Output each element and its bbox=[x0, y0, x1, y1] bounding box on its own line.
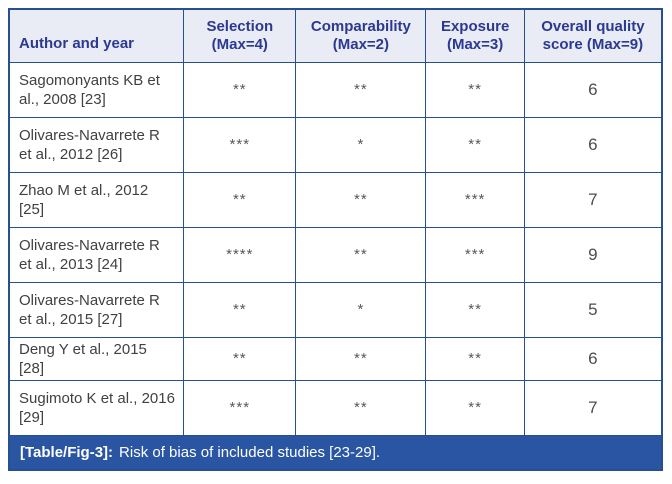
table-row: Olivares-Navarrete R et al., 2012 [26] *… bbox=[10, 116, 661, 173]
risk-of-bias-table: Author and year Selection (Max=4) Compar… bbox=[10, 10, 661, 436]
score-cell: 5 bbox=[523, 281, 661, 338]
header-comparability: Comparability (Max=2) bbox=[295, 10, 427, 63]
selection-cell: *** bbox=[183, 116, 297, 173]
table-row: Zhao M et al., 2012 [25] ** ** *** 7 bbox=[10, 171, 661, 228]
comparability-cell: ** bbox=[295, 226, 427, 283]
header-overall-quality-score: Overall quality score (Max=9) bbox=[523, 10, 661, 63]
selection-cell: ** bbox=[183, 61, 297, 118]
score-cell: 7 bbox=[523, 171, 661, 228]
score-cell: 6 bbox=[523, 61, 661, 118]
caption-label: [Table/Fig-3]: bbox=[20, 443, 114, 461]
table-caption: [Table/Fig-3]: Risk of bias of included … bbox=[10, 435, 661, 469]
table-row: Deng Y et al., 2015 [28] ** ** ** 6 bbox=[10, 336, 661, 381]
author-cell: Zhao M et al., 2012 [25] bbox=[10, 171, 185, 228]
selection-cell: ** bbox=[183, 336, 297, 381]
selection-cell: ** bbox=[183, 171, 297, 228]
comparability-cell: ** bbox=[295, 171, 427, 228]
exposure-cell: *** bbox=[425, 226, 525, 283]
risk-of-bias-table-figure: Author and year Selection (Max=4) Compar… bbox=[8, 8, 663, 471]
author-cell: Sugimoto K et al., 2016 [29] bbox=[10, 379, 185, 436]
author-cell: Deng Y et al., 2015 [28] bbox=[10, 336, 185, 381]
author-cell: Olivares-Navarrete R et al., 2015 [27] bbox=[10, 281, 185, 338]
header-exposure: Exposure (Max=3) bbox=[425, 10, 525, 63]
table-row: Sagomonyants KB et al., 2008 [23] ** ** … bbox=[10, 61, 661, 118]
comparability-cell: ** bbox=[295, 61, 427, 118]
author-cell: Olivares-Navarrete R et al., 2013 [24] bbox=[10, 226, 185, 283]
header-author-and-year: Author and year bbox=[10, 10, 185, 63]
score-cell: 6 bbox=[523, 116, 661, 173]
author-cell: Olivares-Navarrete R et al., 2012 [26] bbox=[10, 116, 185, 173]
comparability-cell: * bbox=[295, 281, 427, 338]
score-cell: 9 bbox=[523, 226, 661, 283]
score-cell: 6 bbox=[523, 336, 661, 381]
score-cell: 7 bbox=[523, 379, 661, 436]
caption-text: Risk of bias of included studies [23-29]… bbox=[119, 443, 381, 461]
exposure-cell: *** bbox=[425, 171, 525, 228]
author-cell: Sagomonyants KB et al., 2008 [23] bbox=[10, 61, 185, 118]
exposure-cell: ** bbox=[425, 281, 525, 338]
table-row: Sugimoto K et al., 2016 [29] *** ** ** 7 bbox=[10, 379, 661, 436]
table-row: Olivares-Navarrete R et al., 2013 [24] *… bbox=[10, 226, 661, 283]
exposure-cell: ** bbox=[425, 61, 525, 118]
comparability-cell: ** bbox=[295, 379, 427, 436]
exposure-cell: ** bbox=[425, 116, 525, 173]
table-row: Olivares-Navarrete R et al., 2015 [27] *… bbox=[10, 281, 661, 338]
exposure-cell: ** bbox=[425, 379, 525, 436]
selection-cell: *** bbox=[183, 379, 297, 436]
selection-cell: ** bbox=[183, 281, 297, 338]
exposure-cell: ** bbox=[425, 336, 525, 381]
header-selection: Selection (Max=4) bbox=[183, 10, 297, 63]
comparability-cell: * bbox=[295, 116, 427, 173]
comparability-cell: ** bbox=[295, 336, 427, 381]
selection-cell: **** bbox=[183, 226, 297, 283]
table-header-row: Author and year Selection (Max=4) Compar… bbox=[10, 10, 661, 63]
